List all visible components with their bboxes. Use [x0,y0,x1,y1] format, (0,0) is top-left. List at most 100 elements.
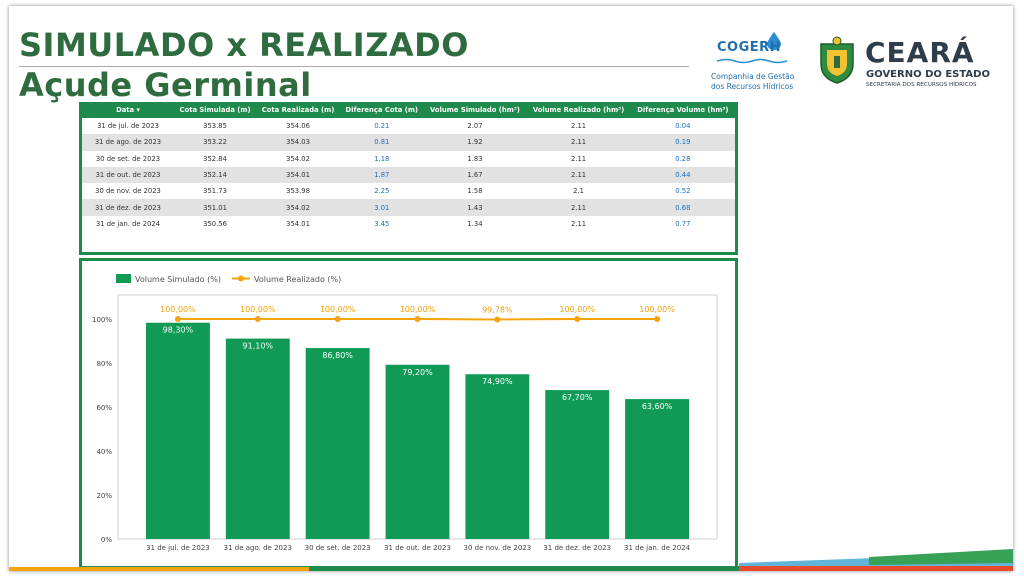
table-cell: 1.67 [423,166,527,184]
table-cell: 2.11 [526,166,631,184]
line-value-label: 100,00% [559,305,595,314]
legend-label-volume-realizado: Volume Realizado (%) [254,275,341,284]
column-header-cota-simulada[interactable]: Cota Simulada (m) [174,102,257,118]
bar [385,364,450,539]
bar-value-label: 86,80% [322,351,353,360]
table-cell: 0.04 [675,122,691,131]
table-cell: 354.03 [256,134,340,151]
column-header-diferenca-volume[interactable]: Diferença Volume (hm³) [630,102,735,118]
wave-icon [717,58,787,64]
table-row: 30 de nov. de 2023 351.73 353.98 2.25 1.58 2.… [82,183,735,199]
table-cell: 354.02 [286,154,310,163]
table-cell: 354.06 [286,122,310,131]
legend-label-volume-simulado: Volume Simulado (%) [135,275,221,284]
ceara-secretariat: SECRETARIA DOS RECURSOS HÍDRICOS [866,82,977,88]
line-value-label: 100,00% [240,305,276,314]
table-cell: 31 de ago. de 2023 [82,134,174,151]
bar [145,322,210,539]
line-point [494,316,501,323]
column-header-cota-realizada[interactable]: Cota Realizada (m) [256,102,340,118]
table-cell: 2.11 [570,219,587,228]
chart-panel: Volume Simulado (%) Volume Realizado (%) 0… [79,258,738,569]
line-value-label: 100,00% [320,305,356,314]
bar-value-label: 98,30% [163,326,194,335]
decorative-footer-strip [9,549,1013,571]
line-point [414,316,421,322]
cogerh-subtitle-2: dos Recursos Hídricos [711,82,794,91]
bar [625,399,690,539]
bar [225,338,290,539]
table-cell: 30 de nov. de 2023 [95,187,161,196]
slide-title: SIMULADO x REALIZADO [19,26,469,64]
table-cell: 1.34 [467,219,483,228]
table-cell: 0.68 [630,199,735,216]
table-cell: 31 de jan. de 2024 [95,219,161,228]
table-cell: 3.45 [374,219,390,228]
table-cell: 0.28 [675,154,691,163]
table-cell: 2.11 [526,199,631,216]
slide: SIMULADO x REALIZADO Açude Germinal COGE… [9,6,1013,571]
table-cell: 0.21 [374,122,390,131]
data-table-panel: Data ▾ Cota Simulada (m) Cota Realizada … [79,102,738,255]
x-tick-label: 31 de jan. de 2024 [624,544,691,552]
x-tick-label: 31 de dez. de 2023 [543,544,611,552]
table-cell: 0.52 [675,187,691,196]
table-cell: 0.81 [339,134,424,151]
y-tick-label: 20% [96,492,112,500]
table-cell: 354.01 [256,166,340,184]
y-tick-label: 100% [92,316,112,324]
x-tick-label: 31 de out. de 2023 [384,544,451,552]
bar-value-label: 91,10% [243,342,274,351]
table-cell: 1.18 [374,154,390,163]
table-cell: 0.44 [630,166,735,184]
cogerh-subtitle-1: Companhia de Gestão [711,72,795,81]
y-tick-label: 60% [96,404,112,412]
title-divider [19,66,689,67]
table-cell: 1.92 [423,134,527,151]
bar-value-label: 67,70% [562,393,593,402]
column-header-data[interactable]: Data ▾ [82,102,174,118]
column-header-volume-realizado[interactable]: Volume Realizado (hm³) [526,102,631,118]
y-tick-label: 40% [96,448,112,456]
table-cell: 354.02 [256,199,340,216]
table-row: 31 de jul. de 2023 353.85 354.06 0.21 2.07 2.… [82,118,735,134]
table-cell: 0.19 [630,134,735,151]
water-drop-icon [767,32,781,50]
table-cell: 2.07 [467,122,483,131]
bar-value-label: 79,20% [402,368,433,377]
legend-swatch-volume-simulado [116,274,131,283]
legend-marker-volume-realizado [238,275,244,282]
cogerh-logo: COGERH Companhia de Gestão dos Recursos … [709,32,799,94]
table-cell: 351.01 [174,199,257,216]
table-cell: 31 de jul. de 2023 [97,122,159,131]
table-cell: 31 de out. de 2023 [82,166,174,184]
table-cell: 3.01 [339,199,424,216]
cogerh-name: COGERH [717,40,782,55]
table-cell: 30 de set. de 2023 [95,154,161,163]
coat-of-arms-icon [820,36,854,84]
table-row: 31 de dez. de 2023 351.01 354.02 3.01 1.43 2.… [82,199,735,216]
table-body: 31 de jul. de 2023 353.85 354.06 0.21 2.07 2.… [82,118,735,232]
volume-chart: Volume Simulado (%) Volume Realizado (%) 0… [92,274,718,552]
line-point [254,316,261,322]
line-value-label: 99,78% [482,305,513,314]
y-tick-label: 0% [101,536,112,544]
line-point [574,316,581,322]
bar [545,390,610,539]
table-cell: 0.77 [675,219,691,228]
table-row: 31 de ago. de 2023 353.22 354.03 0.81 1.92 2.… [82,134,735,151]
table-cell: 1.83 [467,154,483,163]
line-point [174,316,181,322]
ceara-government: GOVERNO DO ESTADO [866,69,990,80]
y-tick-label: 80% [96,360,112,368]
bar-value-label: 63,60% [642,402,673,411]
table-cell: 1.58 [467,187,483,196]
table-cell: 2.1 [573,187,584,196]
table-cell: 351.73 [203,187,227,196]
ceara-logo: CEARÁ GOVERNO DO ESTADO SECRETARIA DOS R… [817,36,1007,96]
table-cell: 1.87 [339,166,424,184]
x-tick-label: 31 de jul. de 2023 [146,544,210,552]
column-header-volume-simulado[interactable]: Volume Simulado (hm³) [423,102,527,118]
column-header-diferenca-cota[interactable]: Diferença Cota (m) [339,102,424,118]
ceara-name: CEARÁ [865,36,975,69]
